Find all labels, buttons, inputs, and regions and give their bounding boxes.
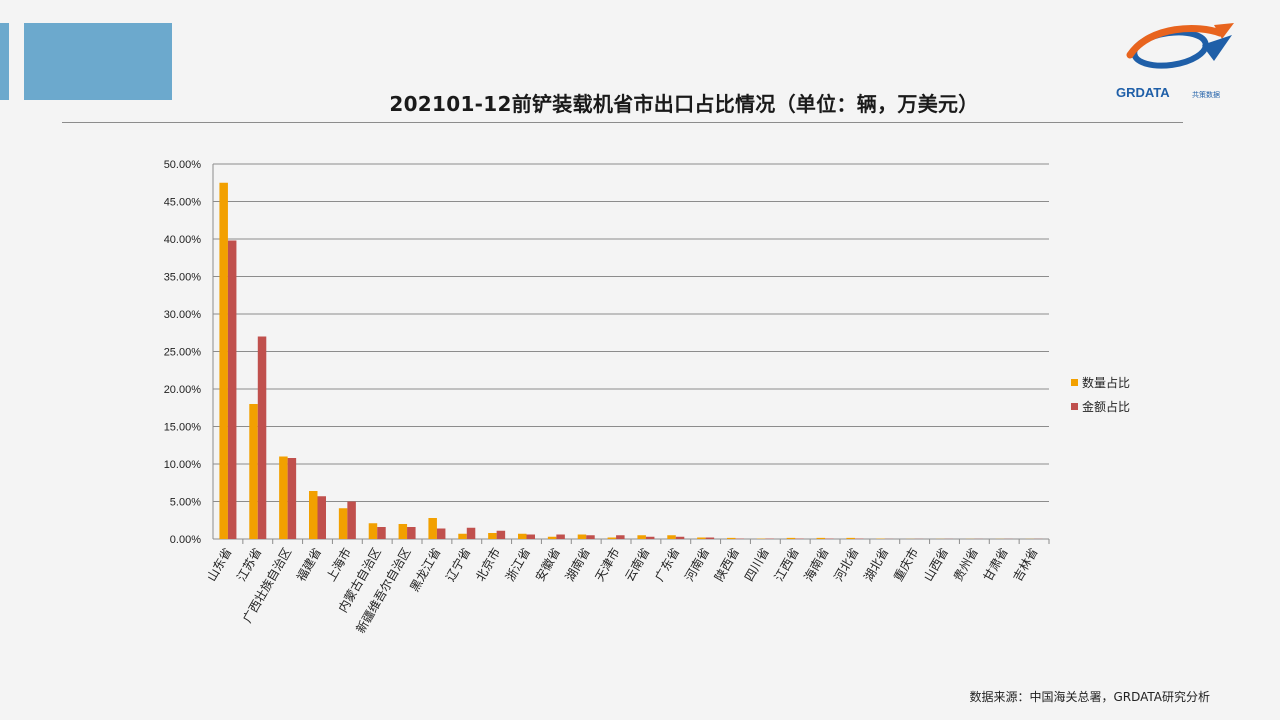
x-category-label: 四川省 bbox=[742, 546, 772, 584]
x-category-label: 上海市 bbox=[323, 545, 354, 584]
x-category-label: 辽宁省 bbox=[442, 545, 473, 584]
y-tick-label: 45.00% bbox=[164, 197, 202, 209]
x-category-label: 浙江省 bbox=[503, 546, 533, 584]
bar-amount bbox=[526, 534, 535, 539]
bar-quantity bbox=[727, 537, 736, 539]
x-category-label: 吉林省 bbox=[1011, 546, 1041, 584]
bar-amount bbox=[317, 496, 326, 539]
decorative-header-block bbox=[24, 23, 172, 100]
bar-quantity bbox=[458, 533, 467, 539]
x-category-label: 江西省 bbox=[772, 546, 802, 584]
svg-text:GRDATA: GRDATA bbox=[1116, 85, 1170, 100]
y-tick-label: 10.00% bbox=[164, 459, 202, 471]
bar-amount bbox=[616, 535, 625, 539]
x-category-label: 安徽省 bbox=[532, 545, 563, 584]
svg-text:共策数据: 共策数据 bbox=[1192, 90, 1220, 99]
y-tick-label: 30.00% bbox=[164, 309, 202, 321]
bar-amount bbox=[645, 536, 655, 539]
bar-amount bbox=[586, 535, 595, 539]
title-divider bbox=[62, 122, 1183, 123]
bar-quantity bbox=[846, 537, 855, 539]
bar-amount bbox=[377, 527, 386, 539]
x-category-label: 北京市 bbox=[472, 545, 503, 584]
y-tick-label: 50.00% bbox=[164, 159, 202, 171]
bar-quantity bbox=[338, 508, 348, 539]
x-category-label: 湖北省 bbox=[860, 545, 891, 584]
bar-quantity bbox=[368, 523, 378, 539]
y-tick-label: 0.00% bbox=[170, 534, 201, 546]
bar-amount bbox=[556, 534, 565, 539]
bar-quantity bbox=[697, 537, 706, 539]
x-category-label: 河南省 bbox=[681, 545, 712, 584]
bar-quantity bbox=[219, 182, 228, 539]
bar-quantity bbox=[607, 537, 617, 539]
x-category-label: 甘肃省 bbox=[981, 546, 1011, 584]
bar-amount bbox=[436, 528, 446, 539]
y-tick-label: 15.00% bbox=[164, 422, 202, 434]
x-category-label: 重庆市 bbox=[890, 545, 921, 584]
bar-amount bbox=[675, 536, 685, 539]
bar-quantity bbox=[249, 404, 258, 539]
decorative-bar-left bbox=[0, 23, 9, 100]
bar-quantity bbox=[518, 533, 527, 539]
bar-amount bbox=[496, 530, 506, 539]
bar-quantity bbox=[816, 537, 826, 539]
legend-label: 金额占比 bbox=[1082, 399, 1130, 414]
page-title: 202101-12前铲装载机省市出口占比情况（单位：辆，万美元） bbox=[389, 92, 979, 116]
bar-amount bbox=[287, 458, 297, 539]
data-source-note: 数据来源：中国海关总署，GRDATA研究分析 bbox=[969, 690, 1210, 704]
bar-amount bbox=[227, 240, 237, 539]
x-category-label: 河北省 bbox=[831, 546, 861, 584]
x-category-label: 福建省 bbox=[293, 545, 324, 584]
y-tick-label: 40.00% bbox=[164, 234, 202, 246]
y-tick-label: 20.00% bbox=[164, 384, 202, 396]
grdata-logo: GRDATA 共策数据 bbox=[1116, 23, 1234, 100]
y-tick-label: 25.00% bbox=[164, 347, 202, 359]
bar-quantity bbox=[637, 535, 646, 539]
legend-swatch bbox=[1071, 379, 1078, 386]
x-category-label: 山东省 bbox=[204, 546, 234, 584]
bar-amount bbox=[466, 527, 476, 539]
bar-quantity bbox=[667, 535, 676, 539]
x-category-label: 天津市 bbox=[592, 545, 623, 584]
x-category-label: 海南省 bbox=[801, 545, 832, 584]
x-category-label: 陕西省 bbox=[711, 545, 742, 584]
bar-quantity bbox=[279, 456, 288, 539]
bar-quantity bbox=[428, 518, 437, 539]
bar-amount bbox=[407, 527, 416, 539]
bar-quantity bbox=[488, 533, 497, 539]
bar-amount bbox=[347, 501, 356, 539]
x-category-label: 广东省 bbox=[652, 546, 682, 584]
bar-amount bbox=[705, 537, 715, 539]
x-category-label: 湖南省 bbox=[562, 545, 593, 584]
bar-quantity bbox=[786, 537, 796, 539]
bar-quantity bbox=[577, 534, 587, 539]
x-category-label: 山西省 bbox=[921, 546, 951, 584]
y-tick-label: 5.00% bbox=[170, 497, 201, 509]
x-category-label: 江苏省 bbox=[234, 546, 264, 584]
bar-quantity bbox=[309, 491, 318, 539]
y-tick-label: 35.00% bbox=[164, 272, 202, 284]
x-category-label: 云南省 bbox=[622, 545, 653, 584]
legend-label: 数量占比 bbox=[1082, 375, 1130, 390]
bar-quantity bbox=[398, 524, 408, 539]
bar-amount bbox=[257, 336, 267, 539]
bar-quantity bbox=[547, 536, 557, 539]
legend-swatch bbox=[1071, 403, 1078, 410]
x-category-label: 贵州省 bbox=[951, 546, 981, 584]
